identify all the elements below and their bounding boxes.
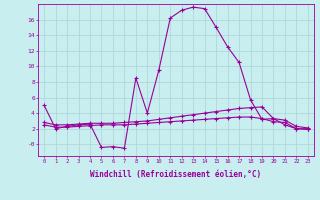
X-axis label: Windchill (Refroidissement éolien,°C): Windchill (Refroidissement éolien,°C) [91, 170, 261, 179]
